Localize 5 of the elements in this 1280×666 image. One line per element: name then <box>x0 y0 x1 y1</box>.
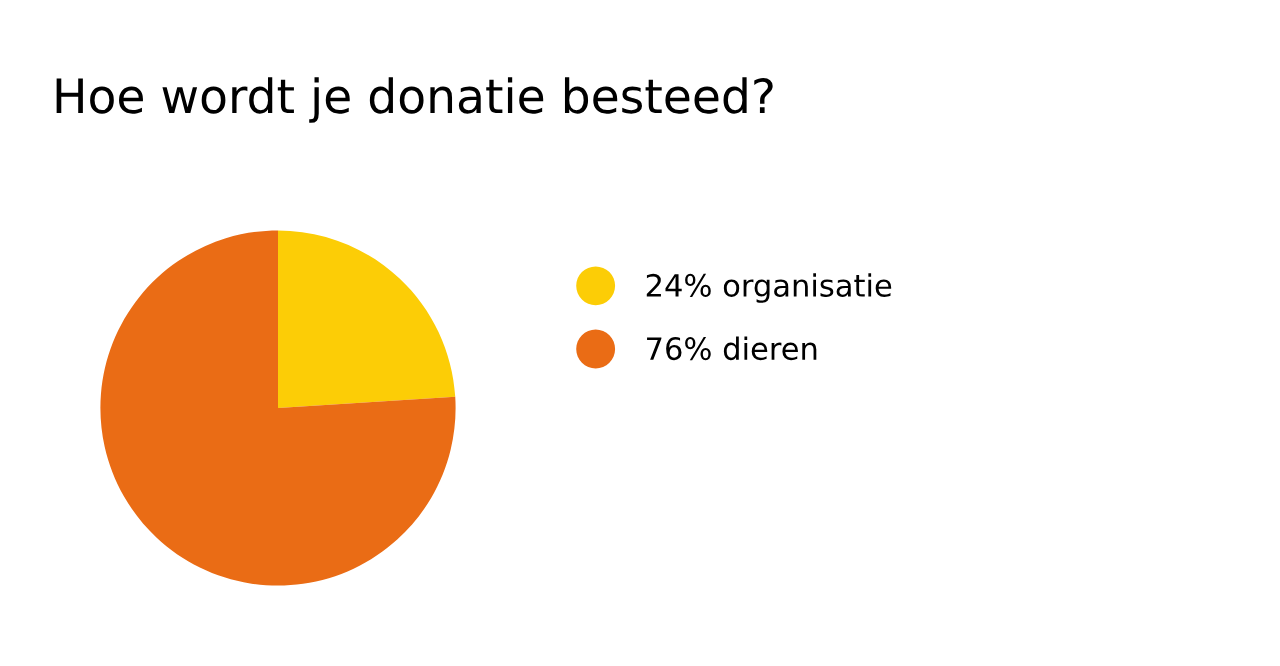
legend-label: 24% organisatie <box>646 273 892 303</box>
pie-slice <box>100 230 456 586</box>
chart-title: Hoe wordt je donatie besteed? <box>56 77 773 123</box>
legend-label: 76% dieren <box>647 336 817 361</box>
pie-slice <box>278 230 456 408</box>
